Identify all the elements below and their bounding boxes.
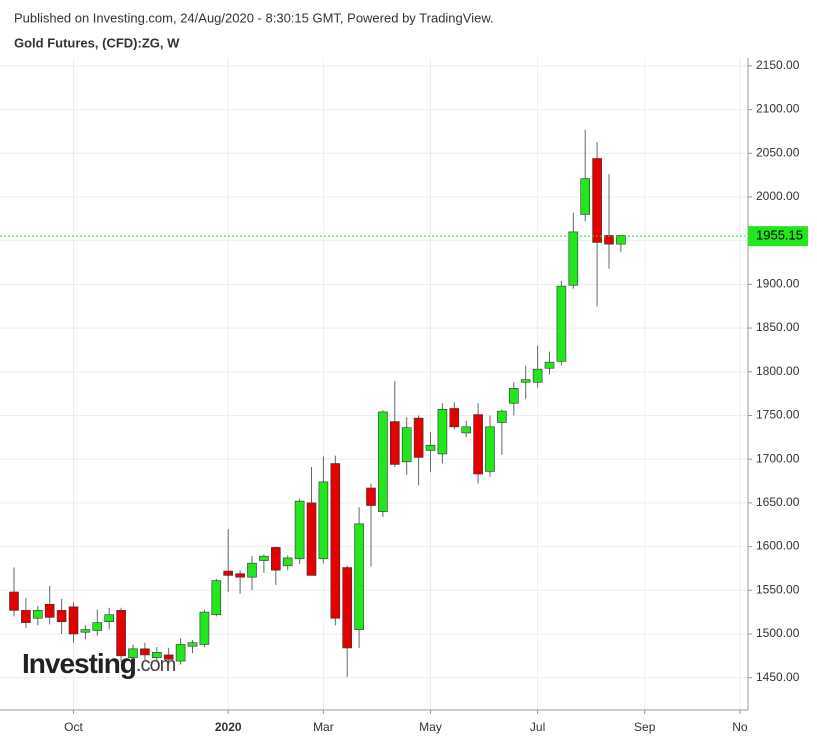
y-tick-label: 1550.00 (756, 582, 800, 596)
candle-body (544, 361, 555, 369)
y-tick-label: 1900.00 (756, 277, 800, 291)
candle-body (104, 614, 114, 623)
candle-body (247, 562, 257, 578)
candle-body (413, 417, 424, 458)
y-tick-label: 1600.00 (756, 539, 800, 553)
y-tick-label: 1750.00 (756, 408, 800, 422)
x-tick-label: No (732, 720, 748, 734)
candle-body (485, 426, 495, 472)
candle-body (92, 622, 103, 631)
candle-body (425, 444, 436, 451)
candle-body (211, 580, 222, 616)
candle-body (270, 547, 281, 571)
candle-body (80, 629, 91, 633)
candle-body (378, 411, 388, 512)
y-tick-label: 2000.00 (756, 189, 800, 203)
last-price-box (748, 226, 808, 247)
candle-body (592, 158, 602, 243)
candle-body (223, 570, 233, 576)
y-tick-label: 1650.00 (756, 495, 800, 509)
logo: Investing.com (22, 648, 176, 679)
candle-body (330, 463, 341, 619)
x-tick-label: Jul (530, 720, 545, 734)
candle-body (449, 408, 460, 428)
candle-body (235, 573, 245, 578)
candle-body (128, 648, 138, 658)
last-price-label: 1955.15 (756, 228, 803, 243)
candle-body (532, 368, 543, 383)
candle-body (21, 610, 31, 623)
published-note: Published on Investing.com, 24/Aug/2020 … (14, 10, 494, 25)
candle-body (163, 654, 174, 660)
y-tick-label: 2150.00 (756, 58, 800, 72)
x-tick-label: Sep (634, 720, 656, 734)
x-tick-label: Oct (64, 720, 83, 734)
y-tick-label: 1700.00 (756, 451, 800, 465)
candle-body (116, 610, 126, 657)
y-tick-label: 1450.00 (756, 670, 800, 684)
candle-body (199, 611, 210, 645)
candle-body (604, 235, 614, 245)
candle-body (437, 409, 448, 455)
y-tick-label: 1850.00 (756, 320, 800, 334)
candle-body (294, 500, 305, 560)
candle-body (152, 652, 162, 658)
candle-body (366, 487, 376, 506)
candle-body (175, 644, 186, 662)
x-tick-label: 2020 (215, 720, 242, 734)
candle-body (32, 610, 43, 619)
y-tick-label: 2100.00 (756, 102, 800, 116)
candle-body (580, 178, 591, 215)
candle-body (354, 523, 364, 630)
candle-body (473, 414, 483, 475)
candle-body (282, 557, 293, 567)
plot-area (0, 58, 748, 710)
candle-body (497, 410, 507, 423)
candle-body (9, 591, 19, 611)
x-tick-label: Mar (313, 720, 334, 734)
candle-body (616, 235, 626, 245)
candle-body (520, 379, 531, 383)
candle-body (259, 555, 269, 561)
x-tick-label: May (419, 720, 442, 734)
candle-body (461, 426, 472, 434)
candle-body (556, 285, 567, 362)
candle-body (568, 231, 579, 286)
candle-body (68, 606, 79, 635)
candle-body (140, 648, 150, 656)
candle-body (342, 567, 353, 649)
candle-body (306, 502, 317, 576)
candle-body (44, 603, 55, 618)
candle-body (318, 481, 329, 560)
logo-name: Investing (22, 648, 136, 679)
y-tick-label: 1500.00 (756, 626, 800, 640)
candle-body (56, 610, 67, 623)
logo-suffix: .com (136, 654, 176, 676)
y-tick-label: 2050.00 (756, 145, 800, 159)
candle-body (187, 642, 198, 647)
candle-body (389, 421, 400, 465)
instrument-title: Gold Futures, (CFD):ZG, W (14, 35, 180, 50)
y-tick-label: 1800.00 (756, 364, 800, 378)
candle-body (401, 427, 412, 463)
candle-body (508, 388, 519, 404)
